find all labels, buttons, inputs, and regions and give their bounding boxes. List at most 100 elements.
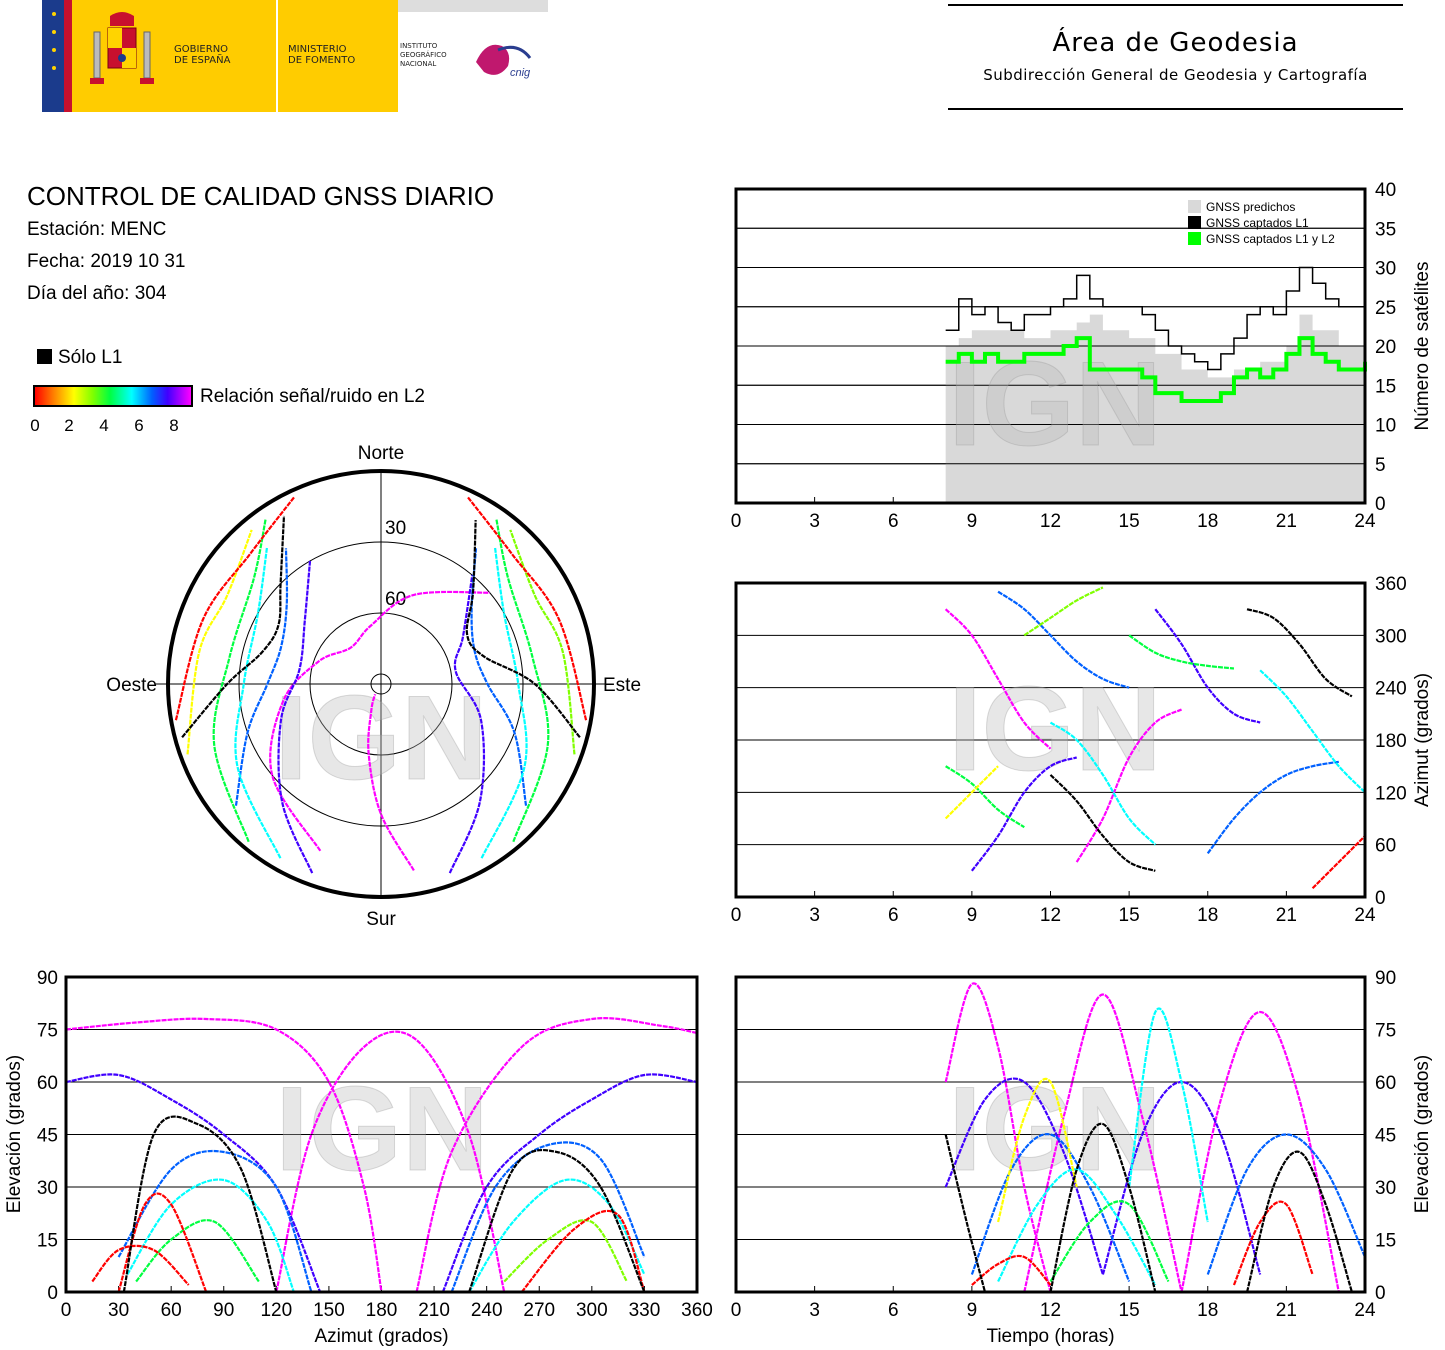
captured-l1-line [945,266,1365,371]
ign-watermark: IGN [274,671,487,805]
y-tick-label: 5 [1375,455,1386,476]
legend-label: GNSS captados L1 y L2 [1206,232,1335,246]
y-tick-label: 0 [1375,1283,1386,1304]
x-tick-label: 9 [967,1300,978,1321]
y-tick-label: 15 [1375,376,1396,397]
satellite-track [944,1134,987,1293]
satellite-track [520,1209,646,1293]
header-logos: GOBIERNO DE ESPAÑA MINISTERIO DE FOMENTO… [42,0,548,112]
satellite-track [1049,1200,1170,1283]
satellite-track [480,547,528,859]
plot-border [734,581,1367,899]
gobierno-block: GOBIERNO DE ESPAÑA [64,0,276,112]
satellite-track [117,1192,208,1293]
elevation-ring [238,541,524,827]
azimuth-chart: 0 60 120 180 240 300 360 0 3 6 9 12 15 18 21 24 IGN Azimu… [731,574,1433,926]
ign-block: INSTITUTO GEOGRÁFICO NACIONAL cnig [398,0,548,112]
x-tick-label: 60 [161,1300,182,1321]
y-tick-label: 60 [1375,1073,1396,1094]
x-tick-label: 3 [809,905,820,926]
top-rule [948,4,1403,6]
horizon-circle [166,469,596,899]
satellite-track [448,575,486,874]
report-title: CONTROL DE CALIDAD GNSS DIARIO [27,181,495,211]
legend-label: GNSS captados L1 [1206,216,1309,230]
satellite-track [1206,760,1339,855]
south-label: Sur [366,909,396,930]
y-tick-label: 240 [1375,679,1407,700]
x-axis-label: Tiempo (horas) [986,1326,1114,1347]
station-label: Estación: MENC [27,219,167,240]
y-tick-label: 30 [37,1178,58,1199]
satellite-track [1128,634,1235,670]
x-tick-label: 21 [1276,511,1297,532]
y-axis-label: Número de satélites [1412,262,1433,431]
x-tick-label: 6 [888,511,899,532]
satellite-track [468,1178,646,1293]
snr-label: Relación señal/ruido en L2 [200,386,425,407]
y-tick-label: 60 [1375,836,1396,857]
x-axis-label: Azimut (grados) [314,1326,448,1347]
x-tick-label: 300 [576,1300,608,1321]
satellite-track [970,1133,1131,1282]
x-tick-label: 0 [731,1300,742,1321]
satellite-track [415,1017,698,1293]
snr-colorbar [33,385,193,407]
satellite-track [126,1178,295,1293]
only-l1-label: Sólo L1 [58,347,123,368]
y-tick-label: 15 [1375,1231,1396,1252]
y-tick-label: 0 [47,1283,58,1304]
satellite-track [1246,608,1353,698]
x-tick-label: 15 [1119,905,1140,926]
satellite-track [468,1149,646,1293]
ministerio-text: MINISTERIO DE FOMENTO [288,44,356,66]
satellite-track [509,529,576,755]
y-tick-label: 15 [37,1231,58,1252]
satellite-track [441,1073,698,1293]
satellite-track [495,519,550,843]
satellite-track [117,1149,313,1293]
satellite-track [1206,1133,1367,1275]
ministerio-block: MINISTERIO DE FOMENTO [276,0,398,112]
satellite-track [450,1141,646,1293]
x-tick-label: 180 [366,1300,398,1321]
satellite-track [1049,774,1156,872]
satellite-track [1049,721,1157,846]
y-tick-label: 0 [1375,888,1386,909]
y-tick-label: 75 [1375,1021,1396,1042]
x-tick-label: 6 [888,905,899,926]
y-tick-label: 30 [1375,1178,1396,1199]
satellite-track [186,529,253,755]
area-title: Área de Geodesia [1052,28,1299,58]
x-tick-label: 21 [1276,1300,1297,1321]
satellite-track [997,1077,1078,1223]
y-tick-label: 120 [1375,783,1407,804]
elevation-azimuth-chart: 0 15 30 45 60 75 90 0 30 60 90 120 150 180 210 240 270 30… [4,968,713,1347]
satellite-track [1154,608,1261,724]
cnig-logo-icon: cnig [476,44,532,79]
satellite-track [65,1073,322,1293]
y-tick-label: 45 [37,1126,58,1147]
y-tick-label: 90 [1375,968,1396,989]
instituto-text: INSTITUTO GEOGRÁFICO NACIONAL [400,42,447,68]
date-label: Fecha: 2019 10 31 [27,251,186,272]
x-tick-label: 0 [731,511,742,532]
y-tick-label: 25 [1375,298,1396,319]
x-tick-label: 12 [1040,511,1061,532]
snr-tick: 8 [169,416,179,435]
x-tick-label: 360 [681,1300,713,1321]
y-tick-label: 0 [1375,494,1386,515]
satellite-track [945,765,1025,829]
satellite-track [970,756,1078,872]
x-tick-label: 18 [1197,511,1218,532]
y-tick-label: 45 [1375,1126,1396,1147]
bottom-rule [948,108,1403,110]
legend-label: GNSS predichos [1206,200,1295,214]
snr-tick: 2 [64,416,74,435]
satellite-track [1075,708,1183,863]
x-tick-label: 3 [809,511,820,532]
y-tick-label: 90 [37,968,58,989]
x-tick-label: 15 [1119,1300,1140,1321]
satellite-track [234,547,282,859]
